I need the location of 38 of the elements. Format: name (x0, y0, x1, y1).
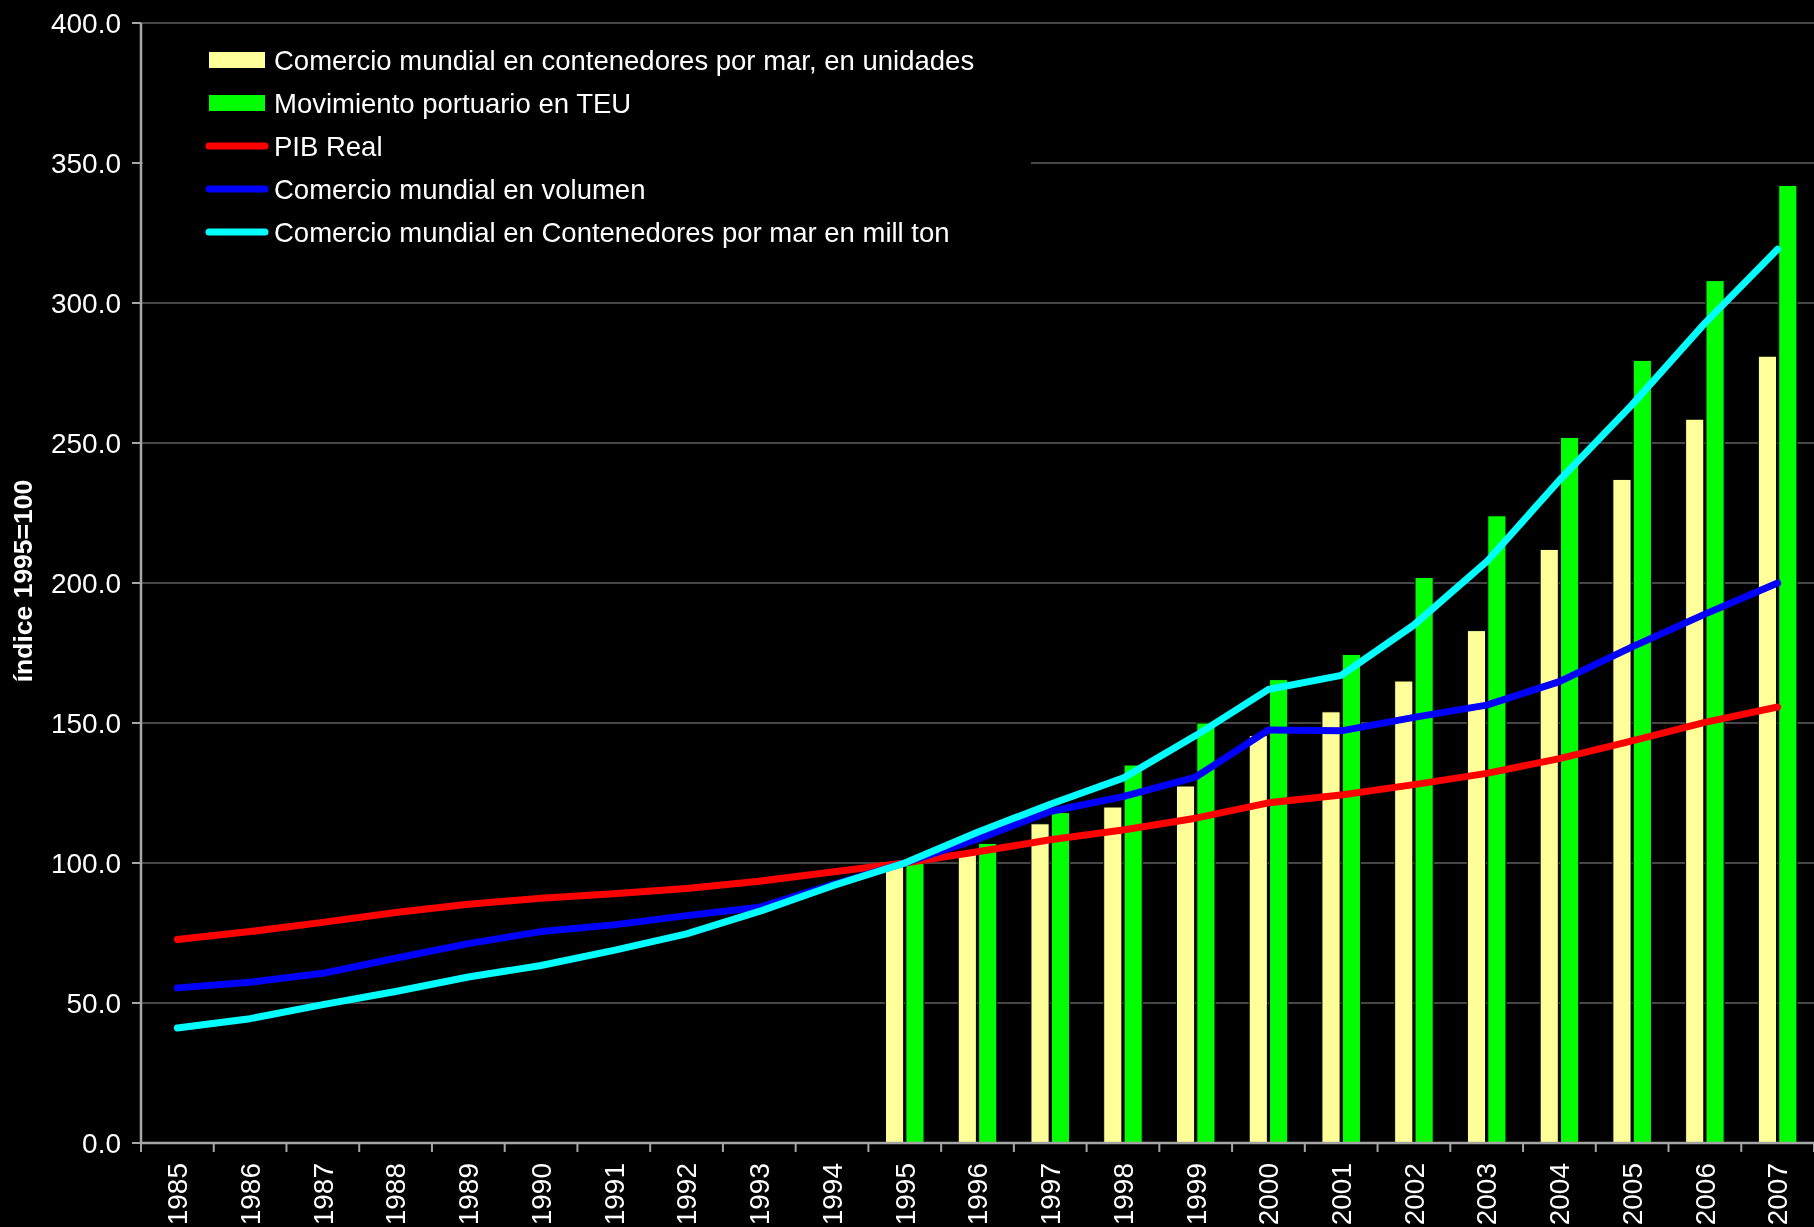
x-tick-label: 2004 (1544, 1163, 1576, 1226)
x-tick-label: 1988 (380, 1163, 412, 1226)
y-tick-label: 100.0 (50, 847, 121, 879)
y-tick-label: 0.0 (82, 1127, 121, 1159)
x-tick-label: 2000 (1253, 1163, 1285, 1226)
x-tick-label: 2002 (1398, 1163, 1430, 1226)
x-tick-label: 1994 (816, 1163, 848, 1226)
x-tick-label: 1989 (453, 1163, 485, 1226)
x-tick-label: 1998 (1107, 1163, 1139, 1226)
legend-label: Comercio mundial en volumen (274, 173, 646, 205)
x-tick-label: 1990 (525, 1163, 557, 1226)
x-tick-label: 1995 (889, 1163, 921, 1226)
x-tick-label: 2006 (1689, 1163, 1721, 1226)
y-tick-label: 50.0 (66, 987, 121, 1019)
y-axis-title: índice 1995=100 (8, 479, 38, 683)
x-tick-label: 2005 (1616, 1163, 1648, 1226)
x-tick-label: 1985 (162, 1163, 194, 1226)
x-tick-label: 1991 (598, 1163, 630, 1226)
x-tick-label: 2001 (1326, 1163, 1357, 1226)
x-tick-label: 1996 (962, 1163, 994, 1226)
legend-label: Comercio mundial en Contenedores por mar en mill ton (274, 216, 950, 248)
x-tick-label: 1993 (744, 1163, 776, 1226)
y-tick-label: 250.0 (50, 427, 121, 459)
y-tick-label: 300.0 (50, 287, 121, 319)
y-tick-label: 200.0 (50, 567, 121, 599)
y-tick-label: 150.0 (50, 707, 121, 739)
y-tick-label: 400.0 (50, 7, 121, 39)
x-tick-label: 1992 (671, 1163, 703, 1226)
x-tick-label: 1987 (307, 1163, 339, 1226)
legend-label: PIB Real (274, 130, 383, 162)
legend-label: Comercio mundial en contenedores por mar, en unidades (274, 44, 975, 76)
x-tick-label: 1997 (1035, 1163, 1067, 1226)
x-tick-label: 1986 (234, 1163, 266, 1226)
x-tick-label: 2003 (1471, 1163, 1503, 1226)
x-tick-label: 1999 (1180, 1163, 1212, 1226)
y-tick-label: 350.0 (50, 147, 121, 179)
legend-label: Movimiento portuario en TEU (274, 87, 632, 119)
x-tick-label: 2007 (1762, 1163, 1794, 1226)
